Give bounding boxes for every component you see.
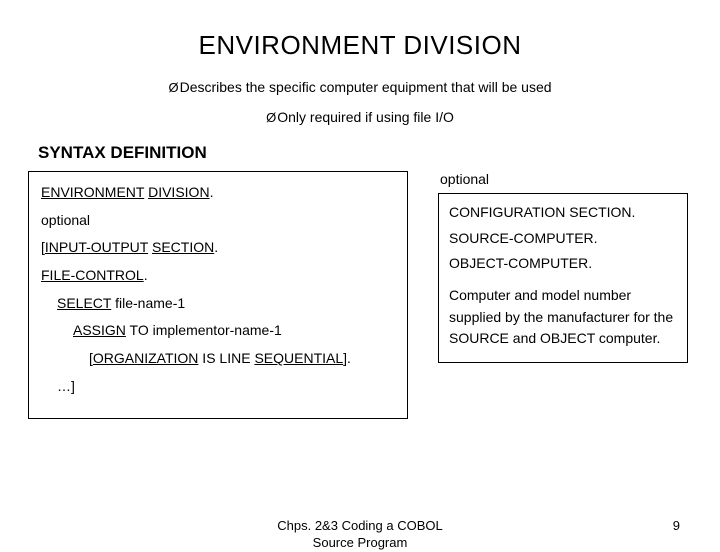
optional-label-left: optional [41,210,395,232]
config-box: CONFIGURATION SECTION. SOURCE-COMPUTER. … [438,193,688,363]
kw-sequential: SEQUENTIAL [254,350,343,366]
assign-rest: TO implementor-name-1 [126,322,282,338]
object-computer-line: OBJECT-COMPUTER. [449,253,677,275]
kw-file-control: FILE-CONTROL [41,267,144,283]
syntax-box: ENVIRONMENT DIVISION. optional [INPUT-OU… [28,171,408,419]
right-column: optional CONFIGURATION SECTION. SOURCE-C… [438,171,688,419]
organization-line: [ORGANIZATION IS LINE SEQUENTIAL]. [41,348,395,370]
kw-organization: ORGANIZATION [93,350,199,366]
org-mid: IS LINE [198,350,254,366]
content-columns: ENVIRONMENT DIVISION. optional [INPUT-OU… [28,171,692,419]
kw-select: SELECT [57,295,111,311]
assign-line: ASSIGN TO implementor-name-1 [41,320,395,342]
select-line: SELECT file-name-1 [41,293,395,315]
kw-environment: ENVIRONMENT [41,184,144,200]
tail-line: …] [41,376,395,398]
kw-assign: ASSIGN [73,322,126,338]
file-control-line: FILE-CONTROL. [41,265,395,287]
org-end: ]. [343,350,351,366]
source-computer-line: SOURCE-COMPUTER. [449,228,677,250]
syntax-definition-heading: SYNTAX DEFINITION [38,143,692,163]
bullet-1: ØDescribes the specific computer equipme… [28,79,692,95]
period: . [210,184,214,200]
chevron-icon: Ø [168,80,178,95]
footer-line-1: Chps. 2&3 Coding a COBOL [277,518,442,535]
period: . [144,267,148,283]
bullet-2-text: Only required if using file I/O [277,109,454,125]
config-note: Computer and model number supplied by th… [449,285,677,350]
filename: file-name-1 [111,295,185,311]
kw-section: SECTION [152,239,214,255]
period: . [214,239,218,255]
bullet-1-text: Describes the specific computer equipmen… [180,79,552,95]
footer-line-2: Source Program [277,535,442,552]
footer-center: Chps. 2&3 Coding a COBOL Source Program [277,518,442,552]
env-division-line: ENVIRONMENT DIVISION. [41,182,395,204]
kw-division: DIVISION [148,184,209,200]
page-number: 9 [673,518,680,533]
kw-input-output: INPUT-OUTPUT [45,239,148,255]
input-output-line: [INPUT-OUTPUT SECTION. [41,237,395,259]
config-section-line: CONFIGURATION SECTION. [449,202,677,224]
slide-title: ENVIRONMENT DIVISION [28,30,692,61]
chevron-icon: Ø [266,110,276,125]
optional-label-right: optional [440,171,688,187]
bullet-2: ØOnly required if using file I/O [28,109,692,125]
